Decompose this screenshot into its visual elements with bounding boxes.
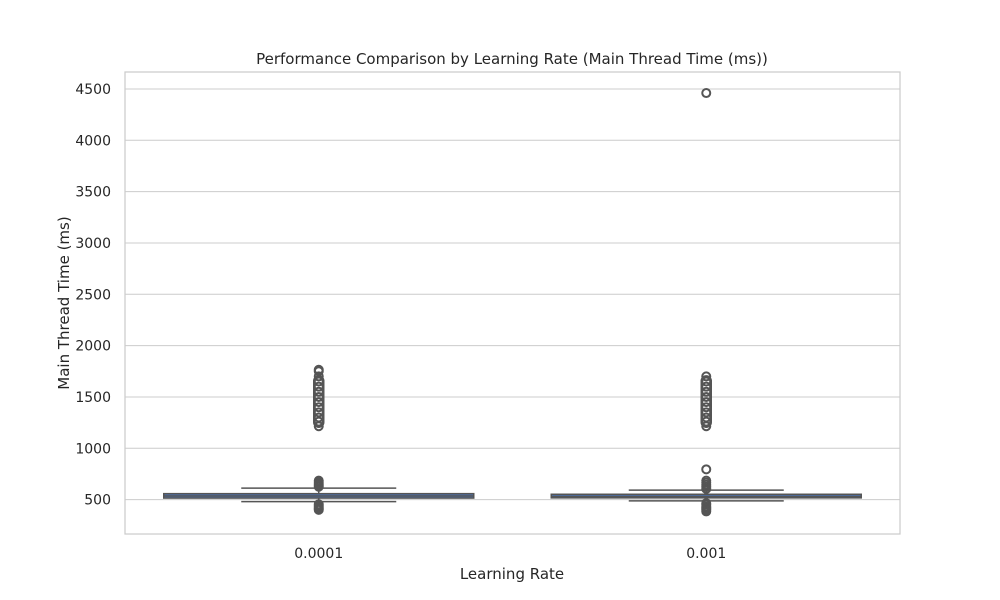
y-tick-label: 3500 — [75, 185, 111, 201]
outlier-point — [313, 381, 324, 392]
outlier-point — [313, 376, 324, 387]
y-tick-label: 4000 — [75, 133, 111, 149]
outlier-point — [313, 371, 324, 382]
outlier-point — [701, 371, 712, 382]
y-tick-label: 500 — [84, 493, 111, 509]
outlier-point — [701, 391, 712, 402]
outlier-point — [313, 391, 324, 402]
outlier-point — [313, 364, 324, 375]
outlier-point — [313, 402, 324, 413]
y-axis-title: Main Thread Time (ms) — [55, 216, 73, 389]
outlier-point — [313, 397, 324, 408]
outlier-point — [701, 464, 712, 475]
outlier-point — [313, 407, 324, 418]
outlier-point — [701, 498, 712, 509]
outlier-point — [313, 412, 324, 423]
chart-title: Performance Comparison by Learning Rate … — [256, 50, 768, 68]
x-axis-title: Learning Rate — [460, 565, 564, 583]
outlier-point — [313, 386, 324, 397]
outlier-point — [701, 402, 712, 413]
box-group — [550, 88, 862, 517]
y-tick-label: 2000 — [75, 339, 111, 355]
outlier-point — [701, 397, 712, 408]
y-tick-label: 1000 — [75, 441, 111, 457]
outlier-point — [701, 416, 712, 427]
outlier-point — [701, 412, 712, 423]
outlier-point — [313, 499, 324, 510]
x-tick-labels: 0.0001 0.001 — [294, 546, 726, 562]
plot-area — [124, 71, 901, 535]
outlier-point — [701, 381, 712, 392]
outlier-point — [701, 475, 712, 486]
grid-lines — [125, 88, 900, 501]
outlier-point — [313, 475, 324, 486]
boxes — [163, 88, 862, 517]
outlier-point — [701, 376, 712, 387]
y-tick-labels: 500 1000 1500 2000 2500 3000 3500 4000 4500 — [75, 82, 111, 509]
box-group — [163, 364, 475, 515]
y-tick-label: 3000 — [75, 236, 111, 252]
y-tick-label: 1500 — [75, 390, 111, 406]
y-tick-label: 4500 — [75, 82, 111, 98]
y-tick-label: 2500 — [75, 287, 111, 303]
outlier-point — [701, 88, 712, 99]
outlier-point — [701, 386, 712, 397]
outlier-point — [701, 407, 712, 418]
outlier-point — [313, 416, 324, 427]
x-tick-label: 0.0001 — [294, 546, 343, 562]
x-tick-label: 0.001 — [686, 546, 726, 562]
